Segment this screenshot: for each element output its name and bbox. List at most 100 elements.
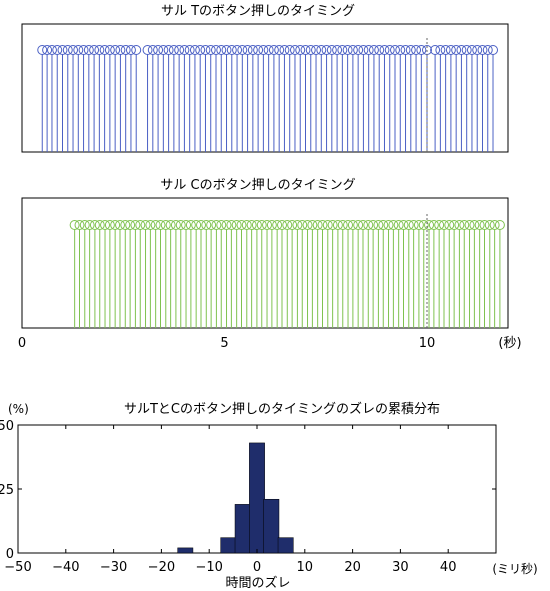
panel-monkey-c: サル Cのボタン押しのタイミング 0 5 10 (秒) (18, 178, 522, 351)
monkey-t-marker (110, 45, 121, 55)
monkey-c-marker (74, 220, 85, 230)
monkey-c-marker (408, 220, 419, 230)
monkey-t-marker (311, 45, 322, 55)
title-monkey-t: サル Tのボタン押しのタイミング (161, 4, 355, 19)
monkey-c-marker (69, 220, 80, 230)
monkey-t-marker (363, 45, 374, 55)
monkey-t-marker (242, 45, 253, 55)
monkey-c-marker (312, 220, 323, 230)
monkey-c-marker (439, 220, 450, 230)
monkey-t-marker (279, 45, 290, 55)
monkey-c-marker (251, 220, 262, 230)
monkey-c-marker (120, 220, 131, 230)
monkey-t-marker (337, 45, 348, 55)
y-tick-label: 50 (0, 419, 14, 434)
monkey-t-marker (253, 45, 264, 55)
monkey-c-marker (287, 220, 298, 230)
monkey-c-marker (368, 220, 379, 230)
monkey-c-marker (201, 220, 212, 230)
monkey-c-marker (155, 220, 166, 230)
monkey-c-marker (221, 220, 232, 230)
monkey-c-marker (170, 220, 181, 230)
monkey-c-marker (292, 220, 303, 230)
histogram-bar (177, 547, 194, 554)
monkey-c-marker (489, 220, 500, 230)
monkey-t-marker (284, 45, 295, 55)
monkey-t-marker (358, 45, 369, 55)
monkey-t-marker (347, 45, 358, 55)
monkey-c-marker (262, 220, 273, 230)
monkey-c-marker (160, 220, 171, 230)
monkey-t-marker (321, 45, 332, 55)
monkey-t-marker (445, 45, 456, 55)
monkey-c-marker (383, 220, 394, 230)
monkey-c-marker (226, 220, 237, 230)
monkey-c-marker (428, 220, 439, 230)
monkey-c-marker (474, 220, 485, 230)
monkey-c-marker (337, 220, 348, 230)
monkey-c-marker (327, 220, 338, 230)
monkey-c-marker (388, 220, 399, 230)
monkey-c-marker (211, 220, 222, 230)
monkey-t-marker (411, 45, 422, 55)
monkey-t-marker (332, 45, 343, 55)
monkey-c-marker (322, 220, 333, 230)
x-axis-label: 時間のズレ (225, 575, 290, 591)
monkey-c-marker (175, 220, 186, 230)
monkey-c-marker (307, 220, 318, 230)
monkey-t-marker (68, 45, 79, 55)
monkey-c-marker (79, 220, 90, 230)
monkey-t-marker (374, 45, 385, 55)
monkey-t-marker (37, 45, 48, 55)
monkey-c-marker (363, 220, 374, 230)
monkey-t-marker (99, 45, 110, 55)
monkey-t-marker (435, 45, 446, 55)
monkey-t-marker (216, 45, 227, 55)
monkey-t-marker (488, 45, 499, 55)
monkey-c-marker (393, 220, 404, 230)
monkey-t-marker (125, 45, 136, 55)
monkey-t-marker (289, 45, 300, 55)
histogram-bar (263, 498, 280, 554)
histogram-bar (249, 442, 265, 554)
y-tick-label: 25 (0, 483, 14, 498)
monkey-t-marker (466, 45, 477, 55)
monkey-c-marker (343, 220, 354, 230)
monkey-c-marker (165, 220, 176, 230)
y-tick-label: 0 (6, 547, 14, 562)
monkey-t-marker (46, 45, 57, 55)
monkey-t-marker (384, 45, 395, 55)
monkey-t-marker (232, 45, 243, 55)
monkey-t-marker (189, 45, 200, 55)
monkey-t-marker (400, 45, 411, 55)
monkey-t-marker (482, 45, 493, 55)
stems-monkey-t (37, 38, 499, 152)
monkey-t-marker (221, 45, 232, 55)
x-tick-label: 30 (392, 560, 409, 575)
monkey-c-marker (135, 220, 146, 230)
x-tick-label: −50 (4, 560, 31, 575)
x-tick-label: 20 (344, 560, 361, 575)
monkey-c-marker (302, 220, 313, 230)
monkey-c-marker (89, 220, 100, 230)
monkey-c-marker (424, 220, 435, 230)
monkey-c-marker (332, 220, 343, 230)
monkey-t-marker (316, 45, 327, 55)
monkey-c-marker (246, 220, 257, 230)
monkey-t-marker (205, 45, 216, 55)
histogram-bars (177, 442, 294, 554)
monkey-c-marker (413, 220, 424, 230)
monkey-t-marker (153, 45, 164, 55)
monkey-t-marker (258, 45, 269, 55)
monkey-c-marker (398, 220, 409, 230)
monkey-c-marker (459, 220, 470, 230)
monkey-t-marker (115, 45, 126, 55)
x-tick-label: −30 (100, 560, 127, 575)
monkey-c-marker (282, 220, 293, 230)
plot-frame-monkey-t (21, 23, 509, 153)
x-tick-label: −40 (52, 560, 79, 575)
monkey-c-marker (94, 220, 105, 230)
title-monkey-c: サル Cのボタン押しのタイミング (160, 178, 355, 193)
monkey-c-marker (181, 220, 192, 230)
monkey-c-marker (241, 220, 252, 230)
